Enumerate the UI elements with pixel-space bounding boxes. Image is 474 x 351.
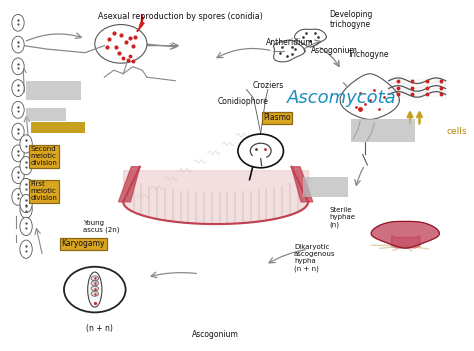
Text: Second
meiotic
division: Second meiotic division	[31, 146, 58, 166]
Bar	[26, 108, 66, 121]
Ellipse shape	[12, 188, 24, 205]
Ellipse shape	[20, 157, 32, 175]
Ellipse shape	[91, 276, 99, 281]
Text: First
meiotic
division: First meiotic division	[31, 181, 58, 201]
Text: Dikaryotic
ascogenous
hypha
(n + n): Dikaryotic ascogenous hypha (n + n)	[294, 244, 336, 272]
Ellipse shape	[91, 281, 99, 286]
Text: cells: cells	[447, 127, 467, 136]
Text: Sterile
hyphae
(n): Sterile hyphae (n)	[329, 207, 356, 228]
Ellipse shape	[12, 167, 24, 184]
Ellipse shape	[12, 123, 24, 140]
Polygon shape	[118, 167, 140, 202]
Ellipse shape	[20, 178, 32, 197]
Ellipse shape	[20, 240, 32, 258]
Polygon shape	[340, 74, 399, 119]
Text: Developing
trichogyne: Developing trichogyne	[329, 9, 373, 29]
Text: Young
ascus (2n): Young ascus (2n)	[83, 220, 119, 233]
Ellipse shape	[91, 291, 99, 296]
Text: Croziers: Croziers	[252, 81, 283, 91]
Text: Asexual reproduction by spores (conidia): Asexual reproduction by spores (conidia)	[98, 12, 263, 21]
Ellipse shape	[20, 217, 32, 236]
Ellipse shape	[12, 80, 24, 97]
Text: Ascomycota: Ascomycota	[286, 89, 396, 107]
Text: Ascogonium: Ascogonium	[192, 330, 239, 339]
Text: Plasmo: Plasmo	[263, 113, 291, 122]
Bar	[351, 119, 415, 142]
Ellipse shape	[12, 145, 24, 162]
Circle shape	[95, 25, 147, 63]
Bar	[26, 81, 81, 100]
Text: Trichogyne: Trichogyne	[348, 50, 390, 59]
Text: (n + n): (n + n)	[86, 324, 113, 333]
Text: Karyogamy: Karyogamy	[62, 239, 105, 249]
Text: Antheridium: Antheridium	[265, 38, 313, 47]
Text: Conidiophore: Conidiophore	[218, 97, 269, 106]
Ellipse shape	[20, 135, 32, 153]
Bar	[303, 177, 348, 197]
Text: Ascogonium: Ascogonium	[310, 46, 357, 55]
Circle shape	[64, 267, 126, 312]
Bar	[31, 122, 85, 133]
Ellipse shape	[12, 36, 24, 53]
Polygon shape	[371, 221, 439, 248]
Ellipse shape	[91, 286, 99, 291]
Circle shape	[238, 134, 283, 168]
Ellipse shape	[20, 194, 32, 213]
Ellipse shape	[88, 272, 102, 307]
Ellipse shape	[12, 58, 24, 75]
Ellipse shape	[20, 200, 32, 218]
Ellipse shape	[12, 14, 24, 31]
Polygon shape	[292, 167, 313, 202]
Ellipse shape	[12, 101, 24, 118]
